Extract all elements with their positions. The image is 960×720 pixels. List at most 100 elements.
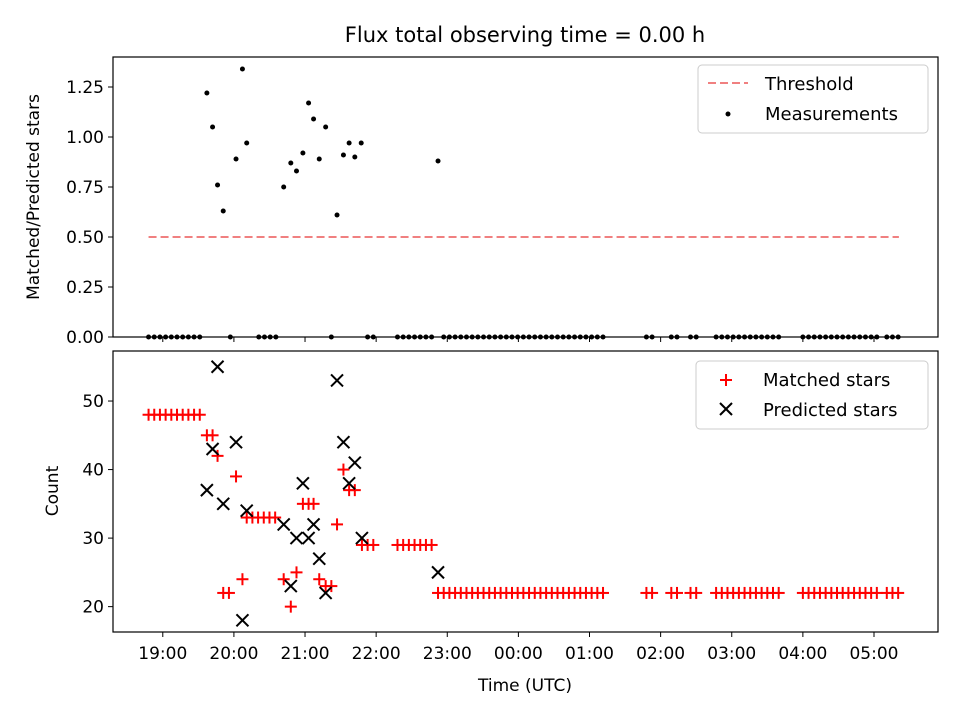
top-y-axis-label: Matched/Predicted stars xyxy=(24,94,44,300)
bottom-x-ticks: 19:00 20:00 21:00 22:00 23:00 00:00 01:00 02:00… xyxy=(138,632,898,664)
count-points xyxy=(142,360,905,628)
bottom-panel: 20 30 40 50 19:00 20:00 21:00 22:00 23:00 00:00 0… xyxy=(43,350,939,696)
top-panel: 0.00 0.25 0.50 0.75 1.00 1.25 Matched/Predict… xyxy=(24,56,939,348)
matched-star-marker xyxy=(269,511,282,524)
matched-star-marker xyxy=(425,538,438,551)
legend-predicted-swatch xyxy=(719,402,733,416)
matched-star-marker xyxy=(646,586,659,599)
top-axes-frame xyxy=(112,56,939,338)
measurement-point xyxy=(352,154,358,160)
matched-star-marker xyxy=(277,573,290,586)
legend-predicted-label: Predicted stars xyxy=(763,400,897,421)
top-legend-box xyxy=(697,64,929,134)
matched-star-marker xyxy=(307,497,320,510)
bottom-legend-box xyxy=(695,360,929,430)
matched-star-marker xyxy=(193,408,206,421)
measurement-point xyxy=(204,90,210,96)
bottom-legend: Matched stars Predicted stars xyxy=(695,360,929,430)
predicted-star-marker xyxy=(235,613,250,628)
x-tick-label: 05:00 xyxy=(849,644,898,664)
matched-star-marker xyxy=(337,463,350,476)
matched-star-marker xyxy=(211,449,224,462)
predicted-star-marker xyxy=(342,476,356,490)
predicted-star-marker xyxy=(301,531,316,545)
top-y-tick-label: 0.50 xyxy=(66,228,104,248)
matched-star-marker xyxy=(222,586,235,599)
legend-matched-label: Matched stars xyxy=(763,370,890,391)
predicted-star-marker xyxy=(348,456,362,470)
x-tick-label: 03:00 xyxy=(707,644,756,664)
predicted-star-marker xyxy=(200,483,214,497)
measurement-point xyxy=(288,160,294,166)
bottom-axes-frame xyxy=(112,350,939,633)
x-tick-label: 00:00 xyxy=(494,644,543,664)
predicted-star-marker xyxy=(296,476,310,490)
predicted-star-marker xyxy=(229,435,243,449)
matched-star-marker xyxy=(230,470,243,483)
bottom-y-axis-label: Count xyxy=(43,465,63,516)
measurement-point xyxy=(346,140,352,146)
matched-star-marker xyxy=(772,586,785,599)
predicted-star-marker xyxy=(330,373,344,388)
x-tick-label: 21:00 xyxy=(281,644,330,664)
measurement-point xyxy=(306,100,312,106)
predicted-star-marker xyxy=(216,497,230,511)
predicted-star-marker xyxy=(276,517,291,532)
legend-matched-swatch xyxy=(720,374,732,386)
matched-star-marker xyxy=(597,586,610,599)
predicted-star-marker xyxy=(306,517,321,532)
measurement-point xyxy=(281,184,287,190)
x-axis-label: Time (UTC) xyxy=(477,676,572,696)
chart-title: Flux total observing time = 0.00 h xyxy=(345,23,705,47)
x-tick-label: 01:00 xyxy=(565,644,614,664)
measurement-point xyxy=(340,152,346,158)
matched-star-marker xyxy=(348,484,361,497)
predicted-star-marker xyxy=(205,442,220,456)
measurement-point xyxy=(220,208,226,214)
bottom-y-tick-label: 20 xyxy=(82,598,104,618)
predicted-star-marker xyxy=(210,360,225,374)
bottom-y-ticks: 20 30 40 50 xyxy=(82,392,113,618)
matched-star-marker xyxy=(284,600,297,613)
legend-threshold-label: Threshold xyxy=(764,74,854,95)
bottom-y-tick-label: 40 xyxy=(82,461,104,481)
measurement-point xyxy=(215,182,221,188)
x-tick-label: 22:00 xyxy=(352,644,401,664)
predicted-star-marker xyxy=(239,503,254,518)
matched-star-marker xyxy=(206,429,219,442)
top-y-tick-label: 1.25 xyxy=(66,78,104,98)
matched-star-marker xyxy=(290,566,303,579)
measurement-point xyxy=(323,124,329,130)
x-tick-label: 02:00 xyxy=(636,644,685,664)
top-y-tick-label: 1.00 xyxy=(66,128,104,148)
x-tick-label: 20:00 xyxy=(209,644,258,664)
bottom-y-tick-label: 50 xyxy=(82,392,104,412)
top-y-tick-label: 0.25 xyxy=(66,278,104,298)
measurement-point xyxy=(435,158,441,164)
predicted-star-marker xyxy=(284,579,298,593)
measurement-point xyxy=(358,140,364,146)
top-y-ticks: 0.00 0.25 0.50 0.75 1.00 1.25 xyxy=(66,78,113,348)
matched-star-marker xyxy=(325,580,338,593)
matched-star-marker xyxy=(313,573,326,586)
predicted-star-marker xyxy=(312,551,326,566)
measurement-point xyxy=(244,140,250,146)
matched-star-marker xyxy=(331,518,344,531)
x-tick-label: 23:00 xyxy=(423,644,472,664)
measurement-point xyxy=(311,116,317,122)
top-y-tick-label: 0.00 xyxy=(66,328,104,348)
matched-star-marker xyxy=(367,538,380,551)
matched-star-marker xyxy=(670,586,683,599)
measurement-point xyxy=(210,124,216,130)
measurement-point xyxy=(239,66,245,72)
predicted-star-marker xyxy=(355,531,369,545)
bottom-y-tick-label: 30 xyxy=(82,529,104,549)
predicted-star-marker xyxy=(289,531,304,545)
measurement-point xyxy=(233,156,239,162)
predicted-star-marker xyxy=(431,565,445,580)
measurement-point xyxy=(293,168,299,174)
measurement-point xyxy=(300,150,306,156)
predicted-star-marker xyxy=(336,435,351,449)
top-y-tick-label: 0.75 xyxy=(66,178,104,198)
